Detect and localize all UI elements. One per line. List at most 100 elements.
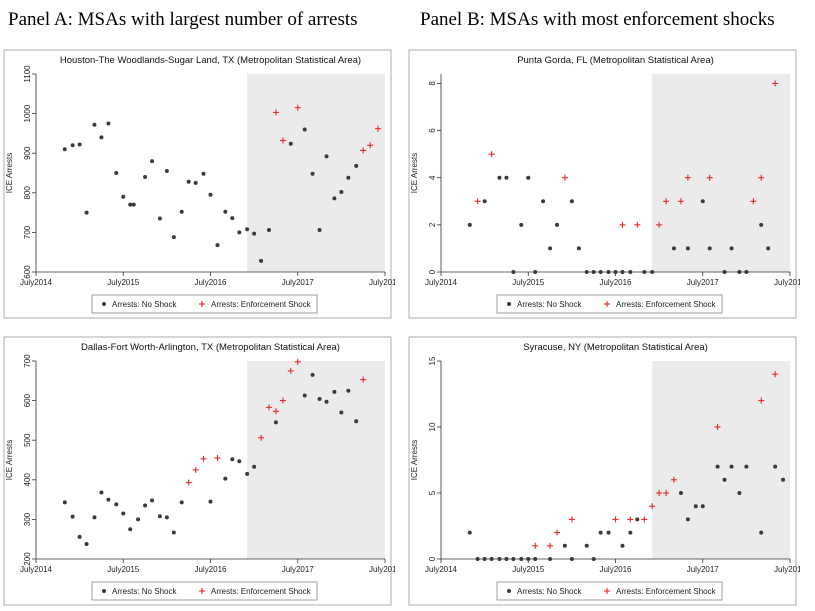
enforcement-shock-point [627,516,634,523]
enforcement-shock-point [663,198,670,205]
no-shock-point [635,517,640,522]
enforcement-shock-point [200,455,207,462]
no-shock-point [620,543,625,548]
no-shock-point [143,174,148,179]
x-tick-label: July2017 [687,565,720,574]
no-shock-point [62,147,67,152]
legend-shock-marker [604,301,610,307]
enforcement-shock-point [772,80,779,87]
no-shock-point [237,459,242,464]
y-tick-label: 600 [23,393,32,407]
no-shock-point [671,246,676,251]
no-shock-point [569,557,574,561]
no-shock-point [497,557,502,561]
legend-no-shock-label: Arrests: No Shock [112,587,177,596]
no-shock-point [737,491,742,495]
no-shock-point [114,502,119,507]
enforcement-shock-point [360,147,367,154]
no-shock-point [208,499,213,504]
panel-a-title: Panel A: MSAs with largest number of arr… [8,9,358,30]
enforcement-shock-point [619,221,626,228]
no-shock-point [569,199,574,204]
no-shock-point [252,464,257,469]
no-shock-point [759,530,764,535]
x-tick-label: July2018 [774,565,800,574]
no-shock-point [332,389,337,394]
no-shock-point [526,175,531,180]
no-shock-point [324,154,329,159]
no-shock-point [310,171,315,176]
legend-no-shock-marker [507,589,511,593]
no-shock-point [628,530,633,535]
enforcement-shock-point [294,104,301,111]
enforcement-shock-point [634,221,641,228]
no-shock-point [339,410,344,415]
no-shock-point [562,543,567,548]
no-shock-point [598,270,603,274]
x-tick-label: July2014 [425,565,458,574]
enforcement-shock-point [474,198,481,205]
no-shock-point [729,246,734,251]
no-shock-point [106,121,111,126]
enforcement-shock-point [758,174,765,181]
no-shock-point [606,530,611,535]
no-shock-point [606,270,611,274]
legend-no-shock-marker [102,302,106,306]
enforcement-shock-point [279,397,286,404]
enforcement-shock-point [561,174,568,181]
legend-shock-marker [199,301,205,307]
y-tick-label: 500 [23,433,32,447]
x-tick-label: July2018 [369,278,395,287]
no-shock-point [475,557,480,561]
enforcement-shock-point [568,516,575,523]
no-shock-point [526,557,531,561]
syracuse-chart: Syracuse, NY (Metropolitan Statistical A… [408,336,800,606]
no-shock-point [77,142,82,147]
y-axis-label: ICE Arrests [410,440,419,480]
enforcement-shock-point [265,404,272,411]
x-tick-label: July2015 [512,278,545,287]
no-shock-point [230,457,235,462]
no-shock-point [685,517,690,522]
no-shock-point [541,199,546,204]
panel-b-title: Panel B: MSAs with most enforcement shoc… [420,9,775,30]
y-tick-label: 10 [428,422,437,431]
no-shock-point [179,500,184,505]
no-shock-point [642,270,647,274]
enforcement-shock-point [367,142,374,149]
shaded-period [652,361,790,559]
no-shock-point [707,246,712,251]
no-shock-point [259,258,264,263]
no-shock-point [519,222,524,227]
enforcement-shock-point [758,397,765,404]
no-shock-point [511,557,516,561]
no-shock-point [533,557,538,561]
enforcement-shock-point [670,476,677,483]
y-tick-label: 15 [428,356,437,365]
x-tick-label: July2014 [20,278,53,287]
no-shock-point [354,163,359,168]
no-shock-point [613,270,618,274]
enforcement-shock-point [360,376,367,383]
no-shock-point [548,246,553,251]
y-tick-label: 0 [428,556,437,561]
x-tick-label: July2018 [369,565,395,574]
no-shock-point [157,216,162,221]
no-shock-point [131,202,136,207]
chart-title: Dallas-Fort Worth-Arlington, TX (Metropo… [81,342,340,353]
enforcement-shock-point [656,490,663,496]
enforcement-shock-point [684,174,691,181]
no-shock-point [273,420,278,425]
no-shock-point [208,192,213,197]
enforcement-shock-point [706,174,713,181]
enforcement-shock-point [375,125,382,132]
no-shock-point [693,504,698,509]
enforcement-shock-point [192,466,199,473]
enforcement-shock-point [547,542,554,549]
no-shock-point [179,209,184,214]
no-shock-point [223,209,228,214]
no-shock-point [467,222,472,227]
enforcement-shock-point [272,109,279,116]
no-shock-point [302,393,307,398]
no-shock-point [186,179,191,184]
